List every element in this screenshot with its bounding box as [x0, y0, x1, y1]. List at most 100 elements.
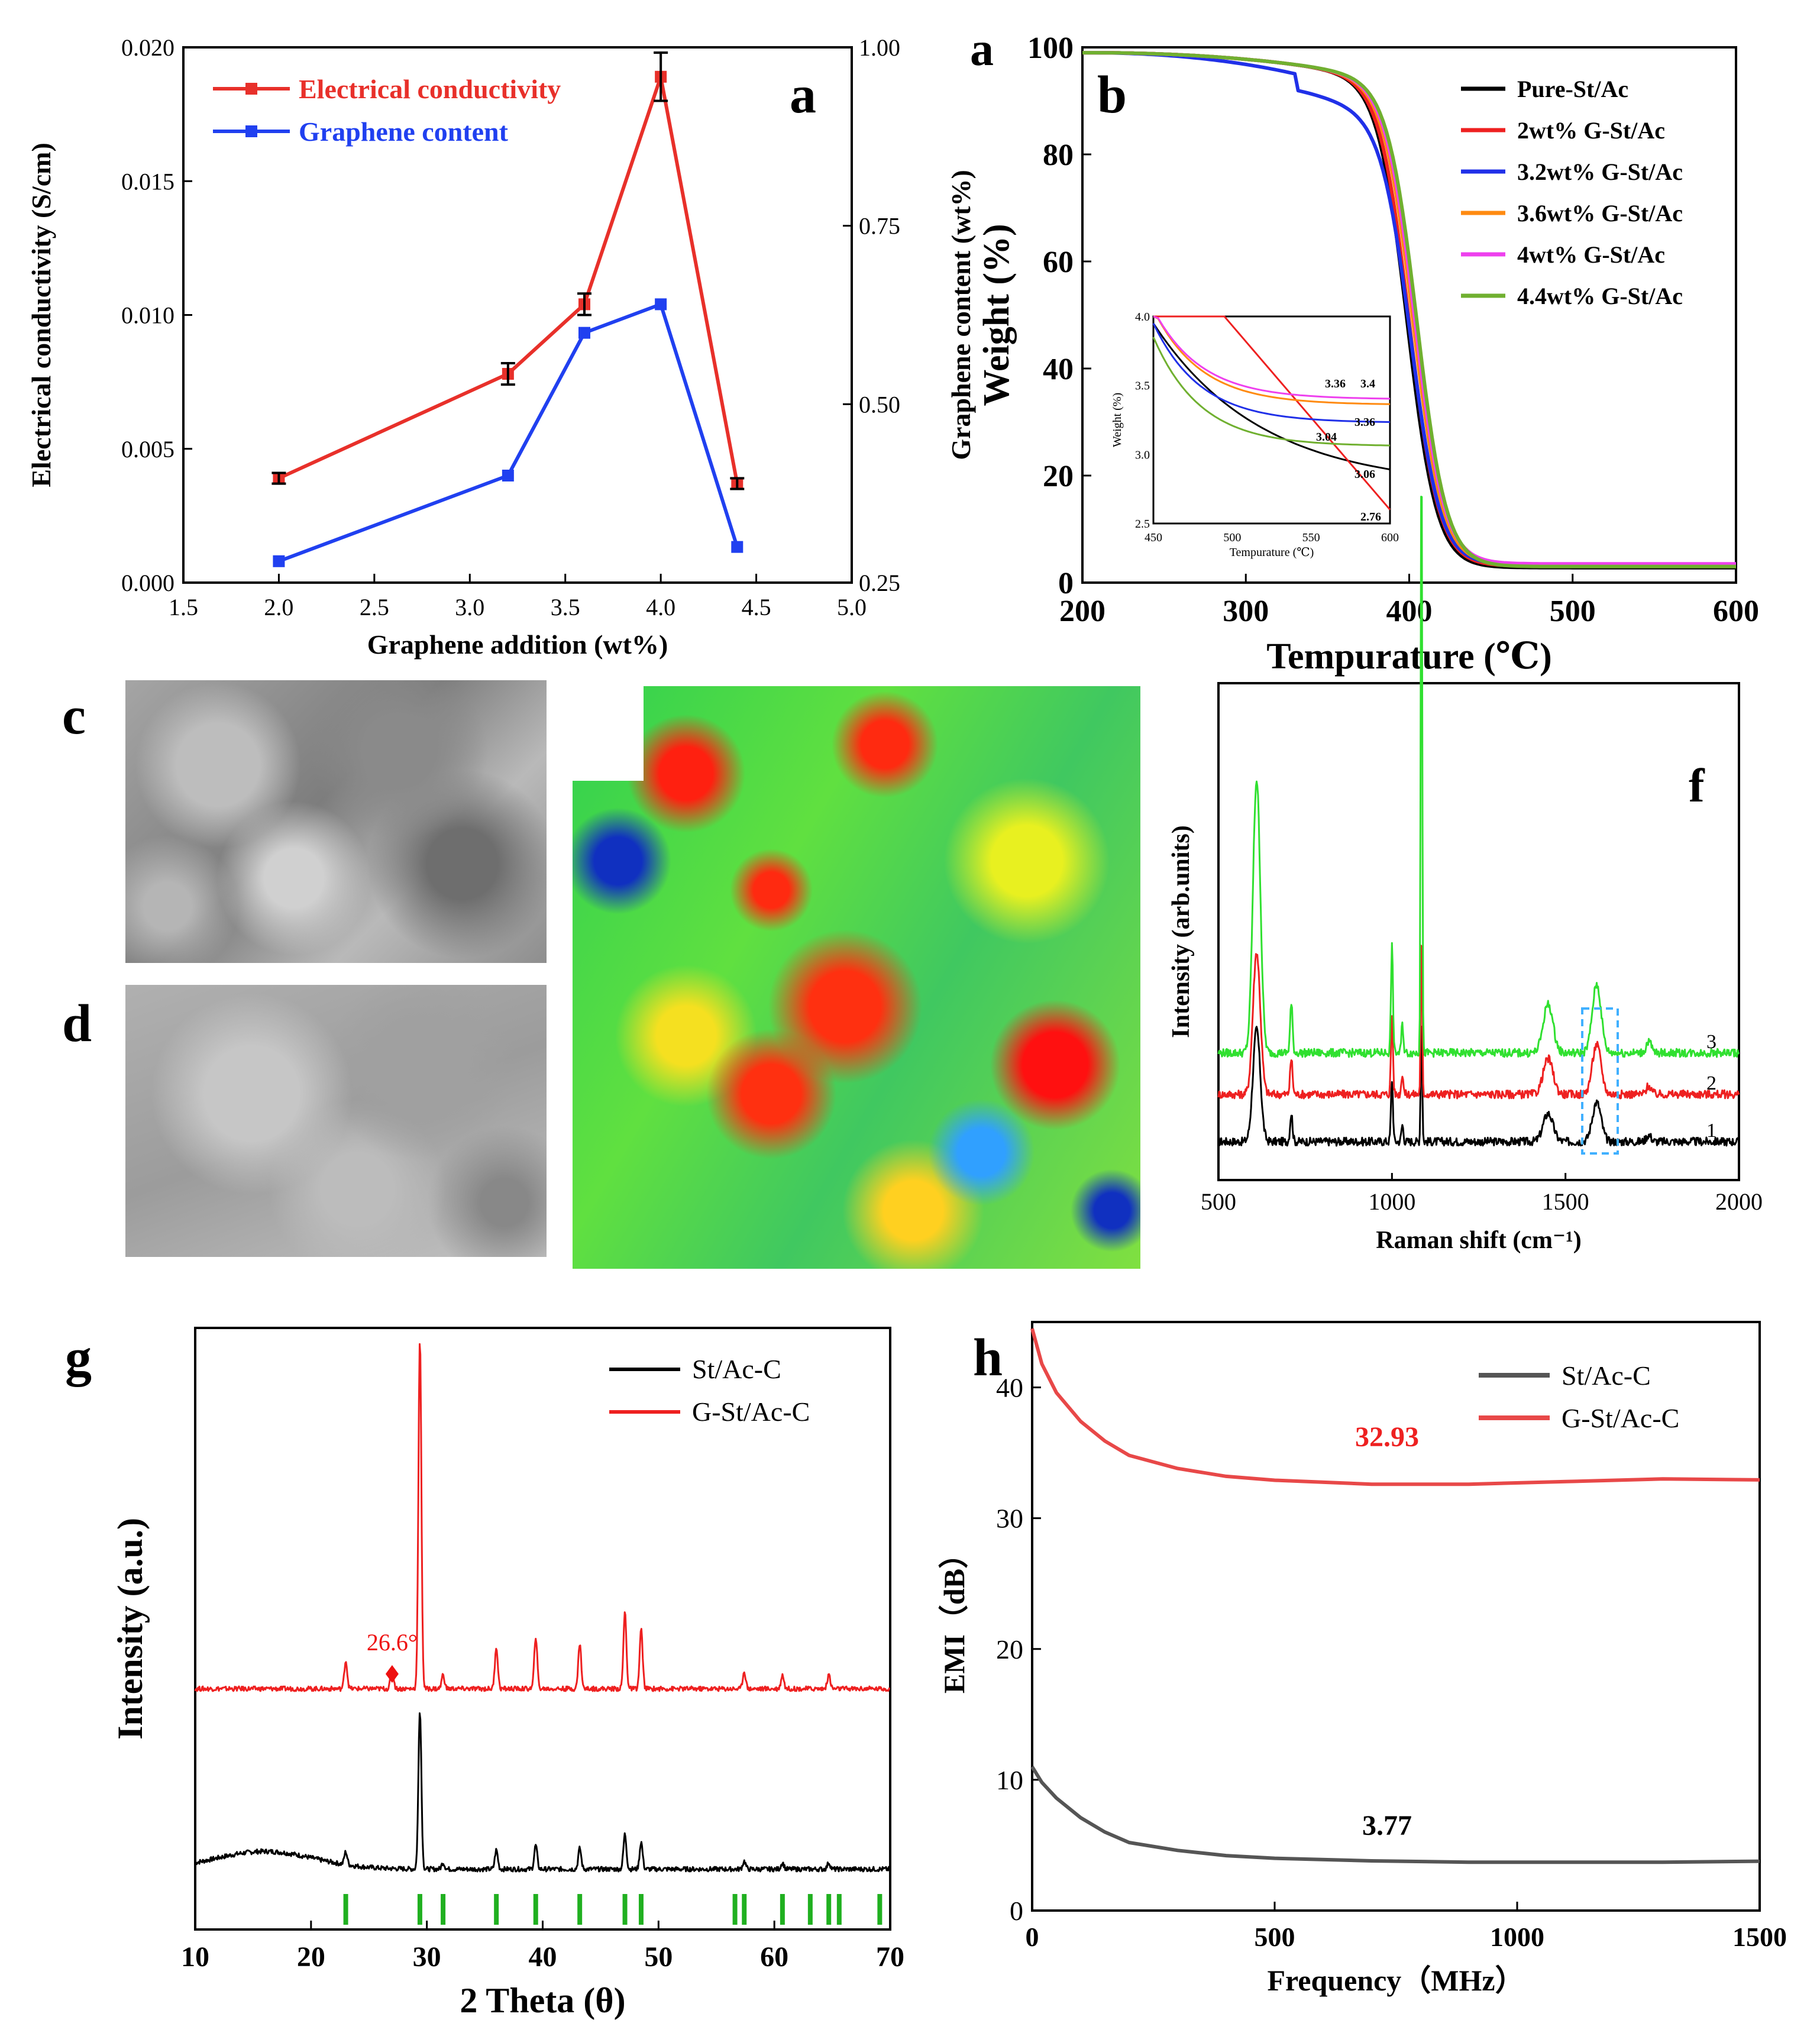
panel-letter-f: f [1689, 760, 1705, 812]
x-axis-label-h: Frequency（MHz） [1267, 1964, 1524, 1997]
panel-letter-b: b [1097, 66, 1127, 124]
inset-curve [1152, 337, 1391, 447]
x-tick-label-a: 2.5 [360, 594, 389, 620]
x-tick-label-g: 20 [297, 1941, 325, 1973]
inset-y-tick: 3.0 [1135, 448, 1150, 461]
inset-y-tick: 2.5 [1135, 518, 1150, 531]
raman-map-e [573, 686, 1140, 1269]
y-tick-label-a: 0.015 [121, 168, 174, 195]
legend-label: Electrical conductivity [299, 74, 561, 104]
inset-curve [1152, 322, 1391, 471]
y-tick-label-a: 0.010 [121, 302, 174, 329]
y-tick-label-a: 0.020 [121, 34, 174, 61]
x-tick-label-a: 5.0 [837, 594, 867, 620]
x-tick-label-h: 1000 [1490, 1922, 1544, 1952]
panel-letter-h: h [973, 1329, 1003, 1387]
legend-label-g: G-St/Ac-C [692, 1397, 810, 1427]
inset-x-label: Tempurature (℃) [1230, 546, 1314, 559]
inset-y-label: Weight (%) [1111, 393, 1124, 447]
x-tick-label-g: 40 [529, 1941, 557, 1973]
y-axis-label-g: Intensity (a.u.) [111, 1518, 150, 1740]
legend-label-b: 4.4wt% G-St/Ac [1517, 283, 1683, 309]
panel-letter-b-a: a [970, 24, 994, 76]
value-label-st-ac-c: 3.77 [1362, 1810, 1412, 1841]
y-axis-label-f: Intensity (arb.units) [1168, 825, 1195, 1037]
highlight-box [1581, 1007, 1619, 1155]
y2-tick-label-a: 0.75 [859, 213, 900, 240]
y-tick-label-b: 60 [1043, 245, 1074, 279]
peak-annotation: 26.6° [367, 1629, 418, 1656]
x-tick-label-f: 1000 [1368, 1188, 1415, 1215]
x-tick-label-f: 500 [1201, 1188, 1236, 1215]
x-tick-label-f: 2000 [1715, 1188, 1763, 1215]
emi-curve [1030, 1766, 1760, 1864]
data-point [655, 298, 667, 311]
inset-x-tick: 500 [1223, 531, 1241, 544]
x-tick-label-h: 500 [1255, 1922, 1295, 1952]
inset-curve [1153, 315, 1391, 405]
inset-frame [1152, 315, 1391, 525]
plot-frame-f [1217, 682, 1740, 1181]
y-tick-label-b: 80 [1043, 138, 1074, 172]
x-axis-label-g: 2 Theta (θ) [460, 1981, 625, 2020]
x-tick-label-b: 500 [1550, 594, 1596, 628]
inset-curve [1153, 315, 1391, 510]
panel-letter-d: d [62, 994, 92, 1053]
y-axis-label-b: Weight (%) [977, 224, 1017, 406]
xrd-pattern [194, 1343, 891, 1692]
plot-frame-a [182, 46, 853, 584]
legend-label-g: St/Ac-C [692, 1354, 781, 1384]
y2-tick-label-a: 0.50 [859, 391, 900, 418]
inset-annotation: 3.36 [1325, 377, 1346, 390]
inset-curve [1152, 323, 1391, 423]
data-point [731, 541, 743, 553]
y-tick-label-b: 40 [1043, 353, 1074, 386]
emi-curve [1030, 1328, 1760, 1486]
inset-curve [1153, 315, 1391, 400]
panel-letter-a: a [790, 66, 816, 124]
x-tick-label-a: 2.0 [264, 594, 293, 620]
legend-label: Graphene content [299, 117, 509, 147]
x-axis-label-b: Tempurature (℃) [1266, 636, 1551, 677]
panel-letter-c: c [62, 687, 86, 745]
legend-marker [245, 125, 257, 137]
x-tick-label-a: 1.5 [169, 594, 198, 620]
x-tick-label-a: 4.5 [742, 594, 771, 620]
x-tick-label-b: 300 [1223, 594, 1269, 628]
x-axis-label-a: Graphene addition (wt%) [367, 629, 668, 660]
y-axis-label-a: Electrical conductivity (S/cm) [26, 143, 56, 487]
y2-axis-label-a: Graphene content (wt%) [946, 170, 976, 460]
x-axis-label-f: Raman shift (cm⁻¹) [1376, 1227, 1581, 1254]
x-tick-label-g: 10 [181, 1941, 209, 1973]
legend-label-h: St/Ac-C [1562, 1360, 1651, 1391]
y2-tick-label-a: 1.00 [859, 34, 900, 61]
y-tick-label-h: 30 [996, 1504, 1023, 1534]
sem-image-d [125, 985, 547, 1257]
spectrum-label: 2 [1706, 1072, 1716, 1094]
inset-annotation: 2.76 [1360, 510, 1381, 523]
panel-letter-g: g [65, 1329, 92, 1387]
x-tick-label-g: 50 [644, 1941, 673, 1973]
y-tick-label-b: 0 [1058, 567, 1074, 600]
inset-annotation: 3.06 [1355, 468, 1375, 481]
plot-frame-h [1031, 1321, 1761, 1912]
sem-image-c [125, 680, 547, 963]
series-line-graphene [278, 302, 739, 563]
x-tick-label-a: 3.0 [455, 594, 484, 620]
y-tick-label-h: 10 [996, 1765, 1023, 1795]
legend-label-b: 2wt% G-St/Ac [1517, 117, 1665, 144]
x-tick-label-f: 1500 [1542, 1188, 1589, 1215]
x-tick-label-a: 4.0 [646, 594, 675, 620]
tga-curve [1082, 51, 1736, 568]
legend-label-b: Pure-St/Ac [1517, 76, 1628, 102]
raman-spectrum [1218, 1025, 1740, 1147]
legend-label-h: G-St/Ac-C [1562, 1403, 1679, 1433]
raman-map-corner [573, 686, 644, 781]
data-point [273, 555, 285, 567]
legend-label-b: 3.6wt% G-St/Ac [1517, 200, 1683, 227]
y-tick-label-h: 0 [1010, 1896, 1023, 1926]
inset-annotation: 3.04 [1316, 431, 1337, 444]
value-label-g-st-ac-c: 32.93 [1355, 1421, 1419, 1453]
inset-x-tick: 600 [1381, 531, 1399, 544]
y-tick-label-b: 100 [1027, 31, 1074, 65]
